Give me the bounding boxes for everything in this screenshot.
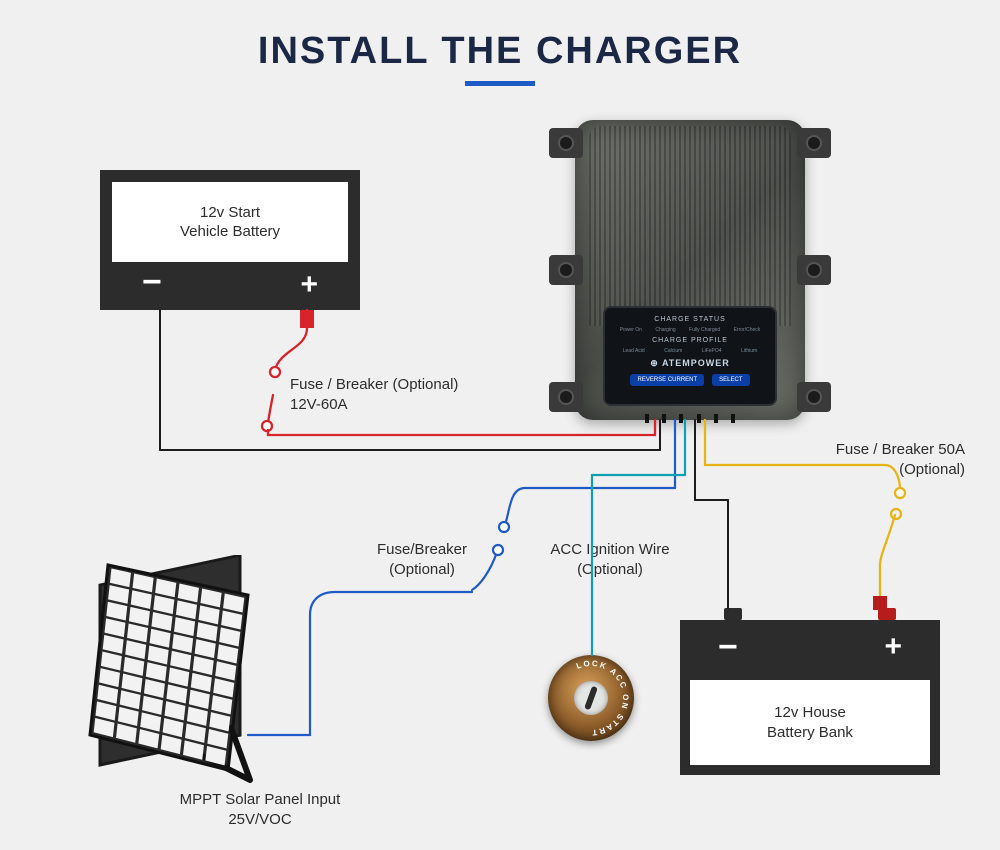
panel-hdr1: CHARGE STATUS bbox=[613, 316, 767, 323]
mount-tab bbox=[797, 382, 831, 412]
page-title: INSTALL THE CHARGER bbox=[0, 0, 1000, 73]
house-battery-plus: + bbox=[884, 630, 902, 664]
label-fuse-60a: Fuse / Breaker (Optional) 12V-60A bbox=[290, 375, 458, 414]
charger-btn-select: SELECT bbox=[712, 374, 749, 386]
start-battery-line2: Vehicle Battery bbox=[180, 222, 280, 242]
mount-tab bbox=[797, 255, 831, 285]
house-battery-label: 12v House Battery Bank bbox=[690, 680, 930, 765]
ignition-knob bbox=[574, 681, 608, 715]
mount-tab bbox=[549, 255, 583, 285]
panel-row1: Power On Charging Fully Charged Error/Ch… bbox=[613, 327, 767, 333]
charger-display-panel: CHARGE STATUS Power On Charging Fully Ch… bbox=[603, 306, 777, 406]
house-battery-bank: − + 12v House Battery Bank bbox=[680, 620, 940, 775]
panel-row2: Lead Acid Calcium LiFePO4 Lithium bbox=[613, 348, 767, 354]
label-fuse-solar: Fuse/Breaker (Optional) bbox=[352, 540, 492, 579]
start-battery-line1: 12v Start bbox=[200, 203, 260, 223]
house-terminal-cap-minus bbox=[724, 608, 742, 620]
dc-dc-charger: CHARGE STATUS Power On Charging Fully Ch… bbox=[575, 120, 805, 420]
charger-btn-reverse: REVERSE CURRENT bbox=[630, 374, 704, 386]
label-fuse-50a: Fuse / Breaker 50A (Optional) bbox=[800, 440, 965, 479]
house-battery-minus: − bbox=[718, 628, 738, 667]
start-battery-plus: + bbox=[300, 268, 318, 302]
mount-tab bbox=[549, 128, 583, 158]
label-solar-input: MPPT Solar Panel Input 25V/VOC bbox=[160, 790, 360, 829]
panel-hdr2: CHARGE PROFILE bbox=[613, 337, 767, 344]
solar-panel bbox=[80, 555, 270, 785]
house-battery-line1: 12v House bbox=[774, 703, 846, 723]
ignition-switch: LOCK ACC ON START bbox=[548, 655, 634, 741]
start-battery-label: 12v Start Vehicle Battery bbox=[112, 182, 348, 262]
label-acc-ignition: ACC Ignition Wire (Optional) bbox=[530, 540, 690, 579]
house-battery-line2: Battery Bank bbox=[767, 723, 853, 743]
charger-brand: ⊕ ATEMPOWER bbox=[613, 358, 767, 369]
start-vehicle-battery: 12v Start Vehicle Battery − + bbox=[100, 170, 360, 310]
title-underline bbox=[465, 81, 535, 86]
mount-tab bbox=[549, 382, 583, 412]
house-terminal-cap-plus bbox=[878, 608, 896, 620]
charger-wire-ports bbox=[645, 414, 735, 424]
start-battery-minus: − bbox=[142, 263, 162, 302]
mount-tab bbox=[797, 128, 831, 158]
